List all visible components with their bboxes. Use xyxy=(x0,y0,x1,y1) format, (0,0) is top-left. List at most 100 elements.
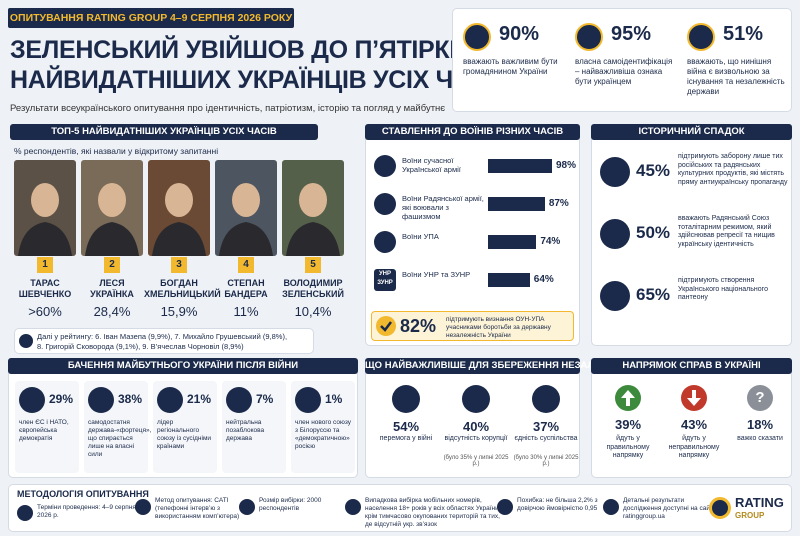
soldier-label: Воїни Радянської армії, які воювали з фа… xyxy=(402,194,484,221)
heritage-value: 45% xyxy=(636,161,671,180)
person-name: ЛЕСЯ xyxy=(99,278,125,288)
stat-icon xyxy=(575,23,603,51)
person-name: СТЕПАН xyxy=(227,278,265,288)
method-icon xyxy=(497,499,513,515)
bar xyxy=(488,273,530,287)
future-text: член ЄС і НАТО, європейська демократія xyxy=(19,419,69,442)
direction-icon: ? xyxy=(747,385,773,411)
future-value: 38% xyxy=(118,392,143,406)
rank-badge: 1 xyxy=(37,257,53,273)
section-header: ЩО НАЙВАЖЛИВІШЕ ДЛЯ ЗБЕРЕЖЕННЯ НЕЗАЛЕЖНО… xyxy=(365,358,638,374)
key-stats: 90% вважають важливим бути громадянином У… xyxy=(452,8,792,112)
section-header: БАЧЕННЯ МАЙБУТНЬОГО УКРАЇНИ ПІСЛЯ ВІЙНИ xyxy=(8,358,358,374)
icon-text: ЗУНР xyxy=(377,280,393,286)
person-name: ШЕВЧЕНКО xyxy=(18,289,72,299)
attitude-section: Воїни сучасної Української армії 98% Воїни… xyxy=(365,124,580,346)
future-value: 1% xyxy=(325,392,343,406)
future-section: 29% член ЄС і НАТО, європейська демократі… xyxy=(8,358,358,478)
badge: ОПИТУВАННЯ RATING GROUP 4–9 СЕРПНЯ 2026 … xyxy=(8,8,294,28)
person-name: ХМЕЛЬНИЦЬКИЙ xyxy=(144,289,221,299)
stat-icon xyxy=(463,23,491,51)
methodology: МЕТОДОЛОГІЯ ОПИТУВАННЯ Терміни проведення… xyxy=(8,484,792,532)
independence-text: єдність суспільства xyxy=(514,435,578,442)
future-icon xyxy=(295,387,321,413)
independence-text: відсутність корупції xyxy=(444,435,508,442)
bar-label: 74% xyxy=(540,236,561,247)
independence-icon xyxy=(532,385,560,413)
direction-text: йдуть у правильному напрямку xyxy=(606,435,650,459)
note: % респондентів, які назвали у відкритому… xyxy=(14,146,219,156)
method-text: Випадкова вибірка мобільних номерів, нас… xyxy=(365,497,501,528)
icon-text: ? xyxy=(755,389,765,406)
highlight-value: 82% xyxy=(400,316,437,336)
independence-note: (було 35% у липні 2025 р.) xyxy=(443,455,509,467)
section-header: СТАВЛЕННЯ ДО ВОЇНІВ РІЗНИХ ЧАСІВ xyxy=(365,124,580,140)
future-value: 21% xyxy=(187,392,212,406)
method-icon xyxy=(345,499,361,515)
soldier-label: Воїни УПА xyxy=(402,232,439,241)
heritage-icon xyxy=(600,157,630,187)
rank-badge: 3 xyxy=(171,257,187,273)
bar xyxy=(488,197,545,211)
future-value: 29% xyxy=(49,392,74,406)
portrait xyxy=(14,160,76,256)
method-text: Детальні результати дослідження доступні… xyxy=(623,497,715,520)
methodology-title: МЕТОДОЛОГІЯ ОПИТУВАННЯ xyxy=(17,489,149,499)
future-icon xyxy=(19,387,45,413)
logo-text: GROUP xyxy=(735,511,765,520)
person-name: БАНДЕРА xyxy=(224,289,268,299)
independence-value: 40% xyxy=(462,419,490,434)
bar-label: 98% xyxy=(556,160,577,171)
stat-icon xyxy=(687,23,715,51)
arrow xyxy=(687,390,701,406)
direction-text: важко сказати xyxy=(737,435,783,442)
independence-icon xyxy=(462,385,490,413)
portrait-figure xyxy=(18,183,72,256)
stat-value: 51% xyxy=(723,23,764,45)
person-name: ТАРАС xyxy=(30,278,60,288)
stat-text: вважають важливим бути громадянином Укра… xyxy=(463,57,558,76)
method-text: Розмір вибірки: 2000 респондентів xyxy=(259,497,322,512)
future-icon xyxy=(157,387,183,413)
portrait xyxy=(215,160,277,256)
check xyxy=(380,321,392,332)
person-name: ВОЛОДИМИР xyxy=(283,278,343,288)
independence-value: 54% xyxy=(392,419,420,434)
person-name: УКРАЇНКА xyxy=(90,289,134,299)
direction-icon xyxy=(615,385,641,411)
soldier-icon xyxy=(374,231,396,253)
portrait xyxy=(282,160,344,256)
logo-text: RATING xyxy=(735,495,784,510)
section-header: ІСТОРИЧНИЙ СПАДОК xyxy=(591,124,792,140)
check-icon xyxy=(376,316,396,336)
independence-value: 37% xyxy=(532,419,560,434)
section-header: ТОП-5 НАЙВИДАТНІШИХ УКРАЇНЦІВ УСІХ ЧАСІВ xyxy=(10,124,318,140)
rank-badge: 2 xyxy=(104,257,120,273)
portrait xyxy=(148,160,210,256)
arrow xyxy=(621,390,635,406)
highlight-text: підтримують визнання ОУН-УПА учасниками … xyxy=(446,316,551,339)
portrait-figure xyxy=(286,183,340,256)
heritage-text: підтримують створення Українського націо… xyxy=(678,277,768,301)
future-text: член нового союзу з Білоруссю та «демокр… xyxy=(295,419,352,450)
method-text: Терміни проведення: 4–9 серпня 2026 р. xyxy=(37,504,136,519)
title-line: НАЙВИДАТНІШИХ УКРАЇНЦІВ УСІХ ЧАСІВ xyxy=(10,66,513,94)
soldier-icon xyxy=(374,155,396,177)
method-text: Метод опитування: CATI (телефонні інтерв… xyxy=(155,497,240,520)
method-icon xyxy=(239,499,255,515)
future-icon xyxy=(226,387,252,413)
future-value: 7% xyxy=(256,392,274,406)
more-text: 8. Григорій Сковорода (9,1%), 9. В’ячесл… xyxy=(37,342,244,351)
person-share: 11% xyxy=(233,304,259,319)
soldier-icon xyxy=(374,193,396,215)
heritage-text: підтримують заборону лише тих російських… xyxy=(678,153,788,186)
more-icon xyxy=(19,334,33,348)
method-icon xyxy=(17,505,33,521)
more-box: Далі у рейтингу: 6. Іван Мазепа (9,9%), … xyxy=(14,328,314,354)
stat-text: вважають, що нинішня війна є визвольною … xyxy=(687,57,785,96)
heritage-text: вважають Радянський Союз тоталітарним ре… xyxy=(678,215,775,248)
person-share: 15,9% xyxy=(160,304,198,319)
future-text: самодостатня держава-«фортеця», що спира… xyxy=(88,419,152,458)
